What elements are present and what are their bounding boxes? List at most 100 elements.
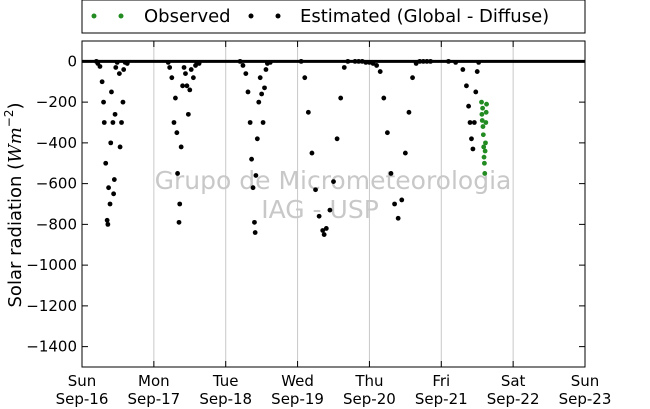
y-axis-label-unit: Wm [5, 127, 26, 163]
point-s1-30 [173, 95, 178, 101]
point-s1-59 [257, 75, 263, 81]
point-s1-73 [321, 232, 327, 237]
point-s1-63 [263, 67, 269, 72]
x-axis: SunSep-16MonSep-17TueSep-18WedSep-19ThuS… [56, 41, 612, 408]
point-s0-2 [479, 118, 485, 123]
point-s1-103 [446, 58, 451, 64]
point-s1-70 [313, 187, 318, 193]
xtick-label-date-6: Sep-22 [487, 390, 540, 408]
point-s0-11 [483, 140, 488, 146]
point-s1-105 [460, 67, 466, 72]
point-s1-99 [417, 58, 423, 64]
ytick-label-0: 0 [67, 52, 77, 70]
point-s1-71 [316, 213, 322, 219]
ytick-label-6: −1200 [26, 297, 77, 315]
point-s1-114 [476, 59, 482, 65]
point-s1-72 [320, 228, 326, 233]
legend-estimated-marker-1 [248, 13, 254, 19]
legend-box [81, 0, 586, 34]
point-s1-75 [327, 207, 333, 213]
point-s1-111 [471, 120, 477, 125]
legend-estimated-label: Estimated (Global - Diffuse) [300, 6, 549, 27]
legend-estimated-marker-2 [275, 13, 281, 19]
point-s1-84 [363, 59, 369, 65]
point-s1-112 [473, 89, 479, 95]
point-s1-42 [188, 67, 194, 72]
point-s1-90 [384, 130, 390, 136]
plot-frame [81, 40, 586, 368]
xtick-label-date-0: Sep-16 [56, 390, 109, 408]
point-s1-92 [392, 201, 397, 207]
point-s1-20 [117, 144, 123, 150]
point-s1-106 [464, 83, 469, 89]
xtick-label-day-6: Sat [501, 372, 526, 390]
point-s0-8 [482, 160, 487, 166]
point-s1-26 [165, 59, 171, 65]
point-s1-16 [112, 111, 118, 117]
point-s1-110 [470, 146, 476, 152]
point-s1-65 [267, 59, 273, 65]
xtick-label-day-2: Tue [212, 372, 239, 390]
point-s1-56 [253, 173, 259, 178]
point-s1-3 [99, 79, 105, 85]
point-s0-10 [482, 148, 488, 154]
point-s1-93 [395, 215, 401, 221]
point-s0-4 [480, 124, 486, 129]
legend-observed-label: Observed [144, 6, 231, 27]
legend-observed-marker-1 [91, 13, 97, 19]
xtick-label-day-7: Sun [571, 372, 600, 390]
point-s1-32 [175, 171, 180, 176]
point-s1-66 [298, 58, 304, 64]
point-s1-19 [116, 71, 122, 76]
point-s1-109 [469, 136, 474, 142]
point-s1-57 [254, 136, 260, 142]
y-axis: 0 −200 −400 −600 −800 −1000 −1200 −1400 [26, 52, 585, 356]
y-axis-label: Solar radiation (Wm−2) [2, 102, 26, 307]
point-s1-95 [402, 150, 408, 156]
point-s1-21 [119, 120, 124, 125]
point-s1-48 [240, 63, 246, 68]
point-s0-12 [483, 120, 489, 125]
point-s0-7 [481, 154, 487, 160]
point-s0-13 [483, 109, 489, 115]
point-s1-89 [381, 95, 387, 101]
ytick-label-4: −800 [36, 215, 77, 233]
point-s1-36 [180, 83, 186, 89]
point-s1-43 [190, 75, 196, 81]
point-s1-49 [243, 71, 249, 76]
point-s1-101 [424, 58, 430, 64]
point-s0-1 [479, 111, 485, 117]
point-s1-91 [388, 171, 394, 176]
point-s1-8 [105, 221, 111, 227]
point-s1-10 [107, 201, 113, 207]
point-s1-4 [101, 99, 106, 105]
point-s1-67 [302, 75, 308, 81]
ytick-label-3: −600 [36, 175, 77, 193]
point-s1-51 [247, 120, 253, 125]
gridlines [153, 41, 514, 367]
point-s1-33 [176, 219, 182, 225]
point-s1-28 [169, 75, 175, 81]
point-s1-104 [453, 59, 459, 65]
point-s1-96 [406, 109, 412, 115]
point-s1-69 [309, 150, 315, 156]
point-s1-9 [106, 185, 111, 191]
y-axis-label-exp: −2 [2, 110, 16, 128]
point-s1-37 [181, 65, 187, 70]
xtick-label-date-3: Sep-19 [271, 390, 324, 408]
point-s1-108 [467, 120, 473, 125]
xtick-label-date-7: Sep-23 [559, 390, 612, 408]
xtick-label-date-2: Sep-18 [199, 390, 252, 408]
point-s1-55 [252, 230, 258, 235]
xtick-label-date-4: Sep-20 [343, 390, 396, 408]
point-s1-23 [121, 67, 127, 72]
xtick-label-date-1: Sep-17 [127, 390, 180, 408]
point-s1-54 [252, 219, 257, 225]
xtick-label-day-0: Sun [68, 372, 97, 390]
point-s1-107 [466, 103, 471, 109]
point-s0-5 [480, 132, 486, 138]
point-s1-74 [323, 226, 329, 231]
xtick-label-day-1: Mon [138, 372, 170, 390]
point-s1-6 [103, 160, 109, 166]
